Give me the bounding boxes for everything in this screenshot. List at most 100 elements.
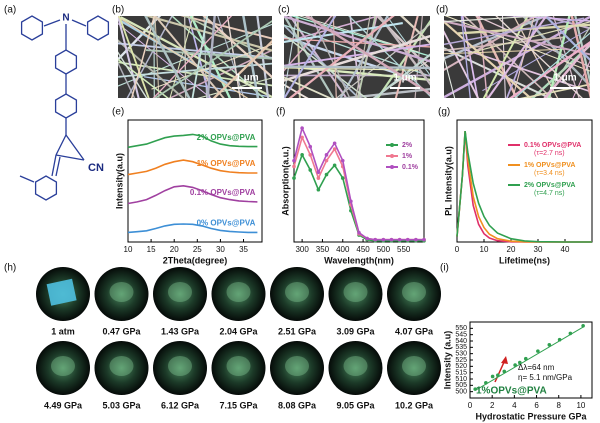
x-tick-label: 25 <box>193 245 202 254</box>
point <box>332 147 337 151</box>
x-tick-label: 20 <box>170 245 179 254</box>
fiber <box>284 34 430 82</box>
bond <box>55 156 61 177</box>
fiber <box>531 43 590 98</box>
fiber <box>310 16 351 98</box>
point <box>316 170 321 175</box>
photo-label: 1.43 GPa <box>161 326 200 336</box>
fiber <box>444 47 553 98</box>
point <box>292 158 296 163</box>
series-label: 1% OPVs@PVA <box>197 159 256 168</box>
fiber <box>335 23 430 98</box>
glow <box>402 356 426 376</box>
fiber <box>183 16 187 98</box>
x-tick-label: 0 <box>468 401 473 410</box>
point <box>490 374 495 379</box>
photo <box>94 267 149 321</box>
fiber <box>284 65 430 70</box>
photo-label: 1 atm <box>51 326 75 336</box>
bond <box>55 134 67 156</box>
ring <box>20 15 44 41</box>
x-tick-label: 6 <box>534 401 539 410</box>
point <box>349 199 353 204</box>
legend-label: 0.1% OPVs@PVA <box>524 142 581 149</box>
glow <box>168 356 192 376</box>
legend-note: (τ=4.7 ns) <box>534 190 565 197</box>
fiber <box>501 16 506 98</box>
y-axis-label: Absorption(a.u.) <box>280 146 290 216</box>
y-tick-label: 545 <box>455 332 467 339</box>
plot-frame <box>293 119 425 243</box>
fiber <box>475 16 518 98</box>
y-tick-label: 510 <box>455 376 467 383</box>
fiber <box>444 48 567 55</box>
fiber <box>444 16 549 23</box>
fiber <box>144 76 272 98</box>
photo <box>153 341 207 395</box>
fiber <box>552 16 580 98</box>
sem-image <box>284 16 430 98</box>
fiber <box>284 16 337 98</box>
point <box>316 187 321 192</box>
x-tick-label: 8 <box>557 401 562 410</box>
fiber <box>169 16 194 98</box>
photo <box>387 341 441 395</box>
panel-label: (b) <box>112 5 124 16</box>
x-tick-label: 550 <box>397 245 411 254</box>
point <box>292 164 296 169</box>
fiber <box>444 36 565 52</box>
fiber <box>284 37 430 48</box>
fiber <box>414 16 423 98</box>
panel-label: (a) <box>4 5 16 16</box>
fiber <box>444 20 590 56</box>
fiber <box>284 33 368 98</box>
point <box>308 144 313 149</box>
y-tick-label: 500 <box>455 389 467 396</box>
photo <box>211 341 266 395</box>
photo-label: 4.49 GPa <box>44 400 83 410</box>
x-tick-label: 500 <box>377 245 391 254</box>
x-tick-label: 0 <box>455 245 460 254</box>
point <box>513 363 517 367</box>
bond <box>71 19 87 27</box>
point <box>557 337 562 342</box>
ring <box>34 175 58 201</box>
point <box>473 387 478 391</box>
series-line <box>127 133 258 149</box>
point <box>324 153 329 157</box>
point <box>340 158 345 163</box>
fiber <box>444 30 480 98</box>
fiber <box>168 49 272 98</box>
fiber <box>482 16 529 98</box>
fiber <box>118 16 150 98</box>
fiber <box>444 55 456 98</box>
point <box>547 343 552 347</box>
glow <box>285 282 309 302</box>
y-tick-label: 515 <box>455 370 467 377</box>
fiber <box>339 16 389 98</box>
fiber <box>288 16 395 98</box>
fiber <box>154 16 160 98</box>
x-tick-label: 40 <box>561 245 570 254</box>
ring <box>54 93 78 119</box>
glow <box>402 282 426 302</box>
scale-label: 1 μm <box>393 73 416 84</box>
y-tick-label: 550 <box>455 325 467 332</box>
fiber <box>242 16 260 98</box>
photo <box>328 341 383 395</box>
fiber <box>143 16 272 52</box>
fiber <box>399 16 430 45</box>
photo-label: 4.07 GPa <box>395 326 434 336</box>
fiber <box>543 42 590 98</box>
atom-cn: CN <box>88 162 104 174</box>
fiber <box>296 16 301 98</box>
point <box>581 324 585 328</box>
point <box>308 168 313 172</box>
x-axis-label: Hydrostatic Pressure GPa <box>475 411 587 421</box>
x-tick-label: 30 <box>534 245 543 254</box>
panel-label: (i) <box>440 263 449 274</box>
legend-note: (τ=3.4 ns) <box>534 170 565 177</box>
series-label: 0.1% OPVs@PVA <box>190 188 256 197</box>
photo <box>211 267 266 321</box>
